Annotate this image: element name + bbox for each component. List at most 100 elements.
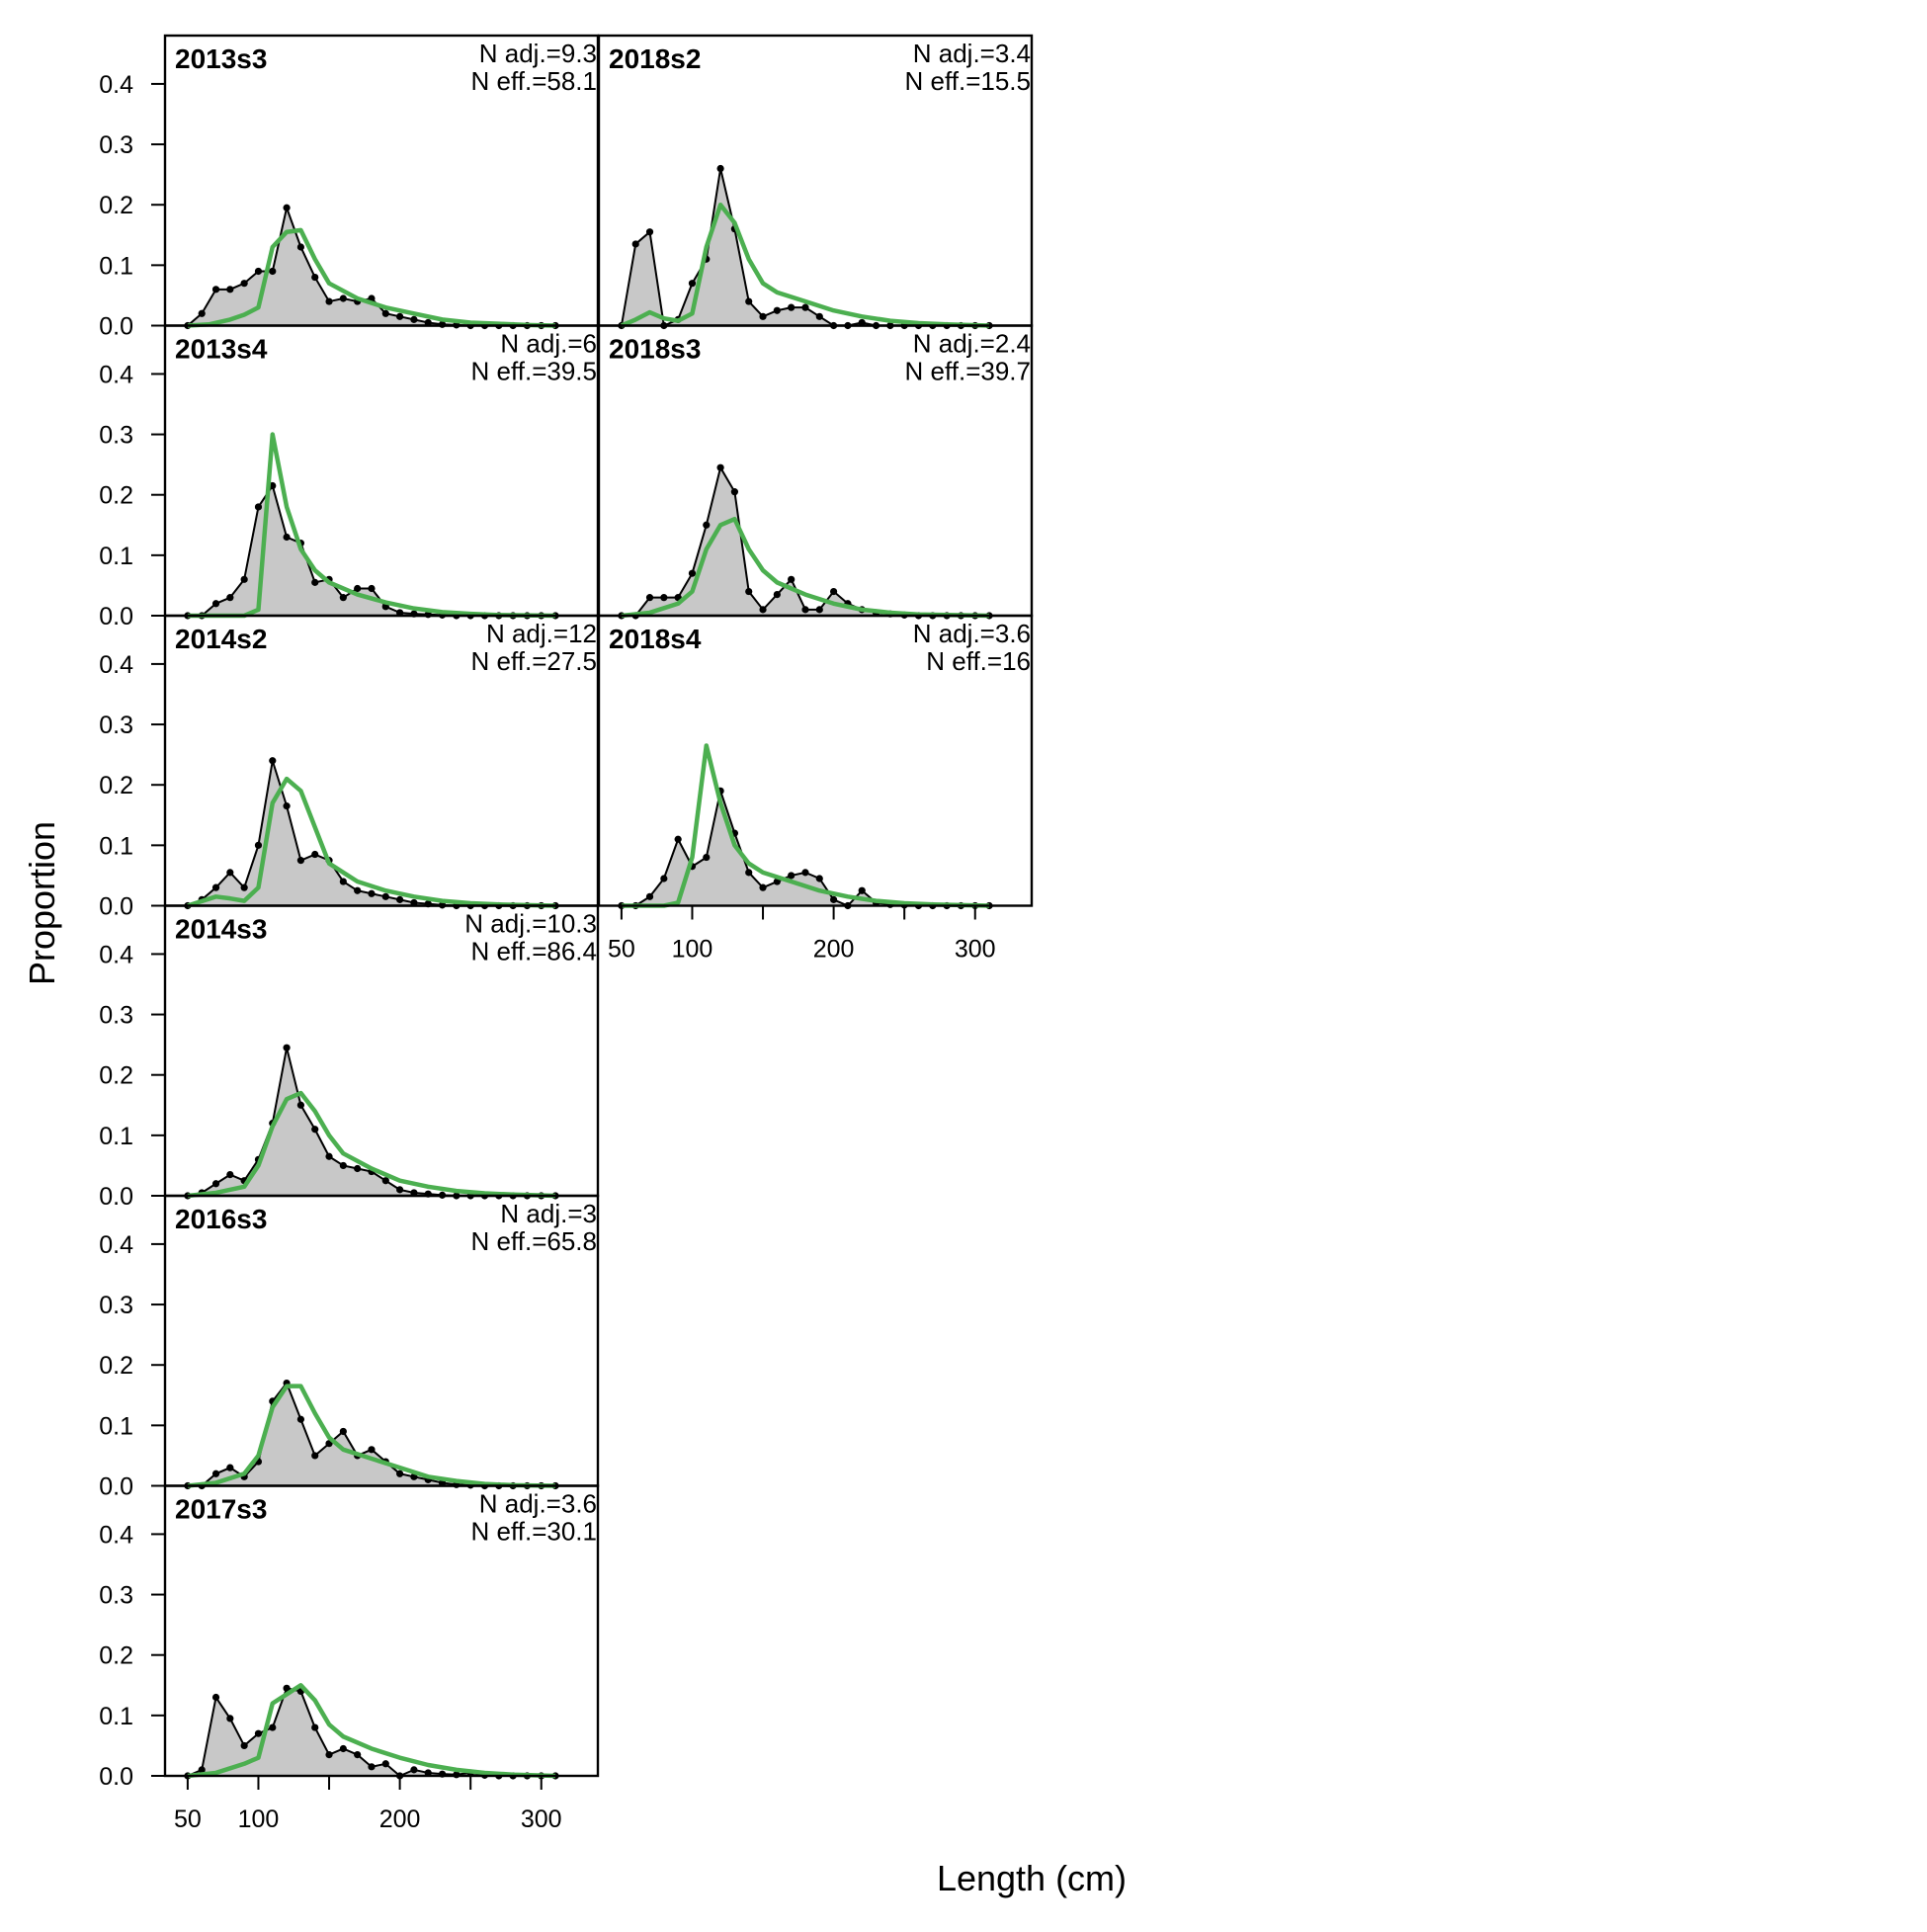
observed-point xyxy=(424,318,432,327)
panel-2017s3: 2017s3 N adj.=3.6N eff.=30.1 0.0 0.1 0.2 0.3 0… xyxy=(99,1484,600,1833)
y-tick-label: 0.2 xyxy=(99,1352,133,1380)
observed-point xyxy=(254,841,263,849)
observed-point xyxy=(354,1750,362,1759)
panel-2013s3: 2013s3 N adj.=9.3N eff.=58.1 0.0 0.1 0.2 0.3 0… xyxy=(99,34,600,341)
observed-point xyxy=(254,1729,263,1737)
observed-point xyxy=(198,1766,206,1774)
n-eff-label: N eff.=39.5 xyxy=(471,357,597,386)
observed-point xyxy=(660,875,668,882)
observed-point xyxy=(311,1126,319,1134)
expected-line xyxy=(187,1683,556,1779)
observed-point xyxy=(645,594,654,602)
observed-point xyxy=(211,1180,220,1188)
observed-point xyxy=(240,280,248,288)
observed-point xyxy=(283,1044,291,1051)
y-tick-label: 0.2 xyxy=(99,192,133,219)
observed-point xyxy=(788,303,796,311)
observed-point xyxy=(226,1464,234,1471)
y-tick-label: 0.2 xyxy=(99,772,133,799)
x-tick-label: 100 xyxy=(672,936,713,964)
expected-line xyxy=(621,743,990,908)
expected-line xyxy=(187,227,556,328)
panel-2013s4: 2013s4 N adj.=6N eff.=39.5 0.0 0.1 0.2 0.3 0.4 xyxy=(99,324,600,630)
n-adj-label: N adj.=2.4 xyxy=(913,329,1031,359)
n-eff-label: N eff.=15.5 xyxy=(905,66,1031,96)
observed-point xyxy=(759,312,767,320)
observed-area xyxy=(187,208,556,326)
n-eff-label: N eff.=27.5 xyxy=(471,646,597,676)
observed-point xyxy=(396,1470,404,1477)
panel-border xyxy=(163,1484,600,1778)
observed-point xyxy=(745,297,753,305)
observed-area xyxy=(187,1383,556,1486)
y-tick-label: 0.1 xyxy=(99,1412,133,1440)
x-tick-label: 300 xyxy=(521,1806,562,1833)
observed-point xyxy=(830,587,838,596)
observed-point xyxy=(410,898,418,907)
observed-point xyxy=(410,315,418,323)
panel-title: 2013s3 xyxy=(175,43,267,74)
panel-2016s3: 2016s3 N adj.=3N eff.=65.8 0.0 0.1 0.2 0.3 0.4 xyxy=(99,1194,600,1501)
n-eff-label: N eff.=58.1 xyxy=(471,66,597,96)
observed-point xyxy=(283,802,291,810)
x-tick-label: 200 xyxy=(379,1806,421,1833)
y-tick-label: 0.1 xyxy=(99,1703,133,1730)
panel-title: 2018s2 xyxy=(609,43,701,74)
n-eff-label: N eff.=86.4 xyxy=(471,937,597,966)
observed-point xyxy=(368,1763,376,1771)
y-tick-label: 0.4 xyxy=(99,71,133,99)
n-adj-label: N adj.=9.3 xyxy=(479,39,597,68)
y-tick-label: 0.1 xyxy=(99,543,133,570)
observed-point xyxy=(424,1769,432,1777)
x-tick-label: 300 xyxy=(955,936,996,964)
observed-point xyxy=(745,869,753,877)
panel-title: 2016s3 xyxy=(175,1204,267,1234)
observed-point xyxy=(801,869,809,877)
observed-point xyxy=(788,872,796,880)
observed-point xyxy=(226,286,234,294)
observed-point xyxy=(716,164,724,173)
n-adj-label: N adj.=6 xyxy=(500,329,597,359)
observed-point xyxy=(674,835,682,843)
expected-line xyxy=(621,516,990,619)
n-eff-label: N eff.=39.7 xyxy=(905,357,1031,386)
observed-area xyxy=(621,791,990,906)
observed-point xyxy=(730,488,739,496)
observed-point xyxy=(716,463,724,471)
observed-point xyxy=(339,1744,347,1753)
y-tick-label: 0.3 xyxy=(99,131,133,159)
observed-point xyxy=(703,853,711,862)
x-tick-label: 50 xyxy=(608,936,635,964)
y-tick-label: 0.3 xyxy=(99,712,133,739)
panel-title: 2018s4 xyxy=(609,624,702,654)
observed-point xyxy=(211,600,220,608)
y-tick-label: 0.1 xyxy=(99,832,133,860)
n-eff-label: N eff.=30.1 xyxy=(471,1517,597,1547)
y-tick-label: 0.3 xyxy=(99,1292,133,1319)
panel-2018s3: 2018s3 N adj.=2.4N eff.=39.7 xyxy=(597,324,1034,620)
observed-point xyxy=(283,204,291,211)
panel-title: 2014s3 xyxy=(175,914,267,945)
x-tick-label: 200 xyxy=(813,936,855,964)
n-adj-label: N adj.=3.4 xyxy=(913,39,1031,68)
observed-point xyxy=(368,1446,376,1454)
y-tick-label: 0.0 xyxy=(99,603,133,630)
panel-2014s2: 2014s2 N adj.=12N eff.=27.5 0.0 0.1 0.2 0.3 0.… xyxy=(99,614,600,921)
observed-point xyxy=(269,757,277,765)
observed-point xyxy=(240,883,248,891)
observed-point xyxy=(688,280,697,288)
x-tick-label: 50 xyxy=(174,1806,202,1833)
observed-point xyxy=(325,297,333,305)
observed-point xyxy=(211,883,220,891)
observed-point xyxy=(396,1186,404,1194)
observed-point xyxy=(339,878,347,885)
panel-title: 2017s3 xyxy=(175,1494,267,1525)
y-tick-label: 0.0 xyxy=(99,1473,133,1501)
observed-point xyxy=(631,240,639,248)
observed-point xyxy=(381,892,389,900)
observed-point xyxy=(339,1161,347,1170)
observed-point xyxy=(325,1750,333,1759)
observed-point xyxy=(703,521,711,529)
